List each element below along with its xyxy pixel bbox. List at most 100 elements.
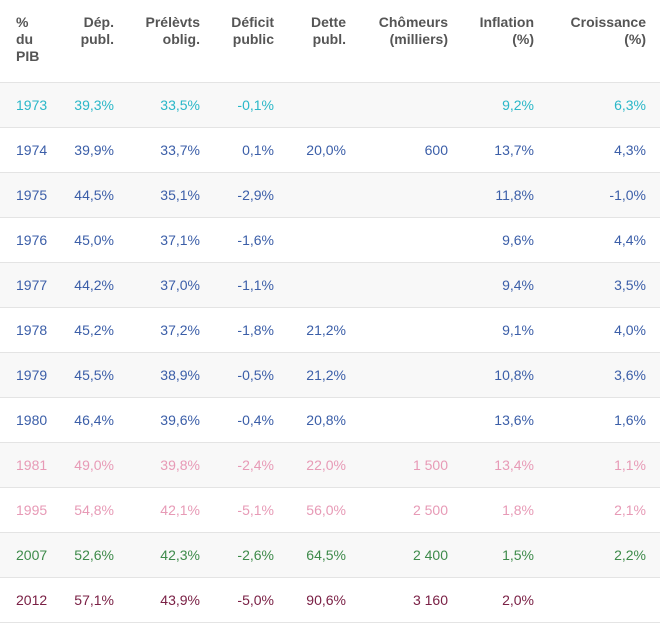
prelevements-cell: 33,5%: [128, 82, 214, 128]
prelevements-cell: 39,8%: [128, 442, 214, 488]
prelevements-cell: 35,1%: [128, 172, 214, 218]
year-cell: 1975: [0, 172, 64, 218]
dette-cell: 21,2%: [288, 352, 360, 398]
chomeurs-cell: [360, 307, 462, 353]
year-cell: 1979: [0, 352, 64, 398]
column-header-inflation: Inflation (%): [462, 0, 548, 83]
deficit-cell: 0,1%: [214, 127, 288, 173]
column-header-prelevements: Prélèvts oblig.: [128, 0, 214, 83]
column-header-depenses-publiques: Dép. publ.: [64, 0, 128, 83]
deficit-cell: -0,1%: [214, 82, 288, 128]
chomeurs-cell: 600: [360, 127, 462, 173]
dette-cell: 22,0%: [288, 442, 360, 488]
column-header-croissance: Croissance (%): [548, 0, 660, 83]
deficit-cell: -1,6%: [214, 217, 288, 263]
deficit-cell: -0,5%: [214, 352, 288, 398]
year-cell: 2007: [0, 532, 64, 578]
prelevements-cell: 42,3%: [128, 532, 214, 578]
dette-cell: [288, 262, 360, 308]
chomeurs-cell: 2 500: [360, 487, 462, 533]
chomeurs-cell: [360, 397, 462, 443]
year-cell: 1977: [0, 262, 64, 308]
inflation-cell: 1,5%: [462, 532, 548, 578]
depenses-cell: 45,0%: [64, 217, 128, 263]
prelevements-cell: 38,9%: [128, 352, 214, 398]
depenses-cell: 57,1%: [64, 577, 128, 623]
header-label-line: publ.: [80, 31, 114, 47]
chomeurs-cell: [360, 217, 462, 263]
croissance-cell: 3,6%: [548, 352, 660, 398]
inflation-cell: 9,4%: [462, 262, 548, 308]
depenses-cell: 52,6%: [64, 532, 128, 578]
header-label-line: (%): [512, 31, 534, 47]
header-row: % du PIB Dép. publ. Prélèvts oblig. Déficit publ…: [0, 0, 660, 83]
prelevements-cell: 39,6%: [128, 397, 214, 443]
dette-cell: 21,2%: [288, 307, 360, 353]
depenses-cell: 49,0%: [64, 442, 128, 488]
chomeurs-cell: 2 400: [360, 532, 462, 578]
dette-cell: 20,0%: [288, 127, 360, 173]
header-label-line: (%): [624, 31, 646, 47]
header-label-line: Dette: [310, 14, 346, 30]
year-cell: 1980: [0, 397, 64, 443]
prelevements-cell: 42,1%: [128, 487, 214, 533]
deficit-cell: -2,4%: [214, 442, 288, 488]
year-cell: 1973: [0, 82, 64, 128]
table-row: 1979 45,5% 38,9% -0,5% 21,2% 10,8% 3,6%: [0, 352, 660, 398]
deficit-cell: -1,1%: [214, 262, 288, 308]
header-label-line: Croissance: [570, 14, 646, 30]
header-label-line: Chômeurs: [378, 14, 448, 30]
deficit-cell: -2,6%: [214, 532, 288, 578]
table-row: 1995 54,8% 42,1% -5,1% 56,0% 2 500 1,8% 2,1%: [0, 487, 660, 533]
inflation-cell: 1,8%: [462, 487, 548, 533]
croissance-cell: 3,5%: [548, 262, 660, 308]
header-label-line: publ.: [312, 31, 346, 47]
header-label-line: public: [232, 31, 274, 47]
croissance-cell: 2,1%: [548, 487, 660, 533]
year-cell: 1976: [0, 217, 64, 263]
depenses-cell: 45,2%: [64, 307, 128, 353]
inflation-cell: 11,8%: [462, 172, 548, 218]
column-header-deficit: Déficit public: [214, 0, 288, 83]
year-cell: 1981: [0, 442, 64, 488]
header-label-line: oblig.: [162, 31, 200, 47]
inflation-cell: 13,4%: [462, 442, 548, 488]
table-row: 1973 39,3% 33,5% -0,1% 9,2% 6,3%: [0, 82, 660, 128]
inflation-cell: 9,2%: [462, 82, 548, 128]
table-header: % du PIB Dép. publ. Prélèvts oblig. Déficit publ…: [0, 0, 660, 83]
header-label-line: Déficit: [231, 14, 274, 30]
deficit-cell: -1,8%: [214, 307, 288, 353]
dette-cell: [288, 217, 360, 263]
croissance-cell: 4,0%: [548, 307, 660, 353]
table-row: 2012 57,1% 43,9% -5,0% 90,6% 3 160 2,0%: [0, 577, 660, 623]
year-cell: 2012: [0, 577, 64, 623]
deficit-cell: -5,1%: [214, 487, 288, 533]
croissance-cell: [548, 577, 660, 623]
deficit-cell: -5,0%: [214, 577, 288, 623]
chomeurs-cell: [360, 262, 462, 308]
table-row: 1975 44,5% 35,1% -2,9% 11,8% -1,0%: [0, 172, 660, 218]
depenses-cell: 46,4%: [64, 397, 128, 443]
dette-cell: [288, 172, 360, 218]
table-row: 1974 39,9% 33,7% 0,1% 20,0% 600 13,7% 4,3%: [0, 127, 660, 173]
inflation-cell: 13,6%: [462, 397, 548, 443]
dette-cell: 90,6%: [288, 577, 360, 623]
table-row: 1976 45,0% 37,1% -1,6% 9,6% 4,4%: [0, 217, 660, 263]
prelevements-cell: 37,1%: [128, 217, 214, 263]
depenses-cell: 54,8%: [64, 487, 128, 533]
table-row: 1980 46,4% 39,6% -0,4% 20,8% 13,6% 1,6%: [0, 397, 660, 443]
header-label-line: Dép.: [83, 14, 114, 30]
croissance-cell: 4,4%: [548, 217, 660, 263]
header-label-line: Prélèvts: [145, 14, 200, 30]
table-row: 1977 44,2% 37,0% -1,1% 9,4% 3,5%: [0, 262, 660, 308]
inflation-cell: 9,1%: [462, 307, 548, 353]
prelevements-cell: 37,0%: [128, 262, 214, 308]
prelevements-cell: 37,2%: [128, 307, 214, 353]
header-label-line: du: [16, 31, 34, 47]
chomeurs-cell: [360, 172, 462, 218]
croissance-cell: 2,2%: [548, 532, 660, 578]
chomeurs-cell: [360, 352, 462, 398]
inflation-cell: 2,0%: [462, 577, 548, 623]
inflation-cell: 10,8%: [462, 352, 548, 398]
